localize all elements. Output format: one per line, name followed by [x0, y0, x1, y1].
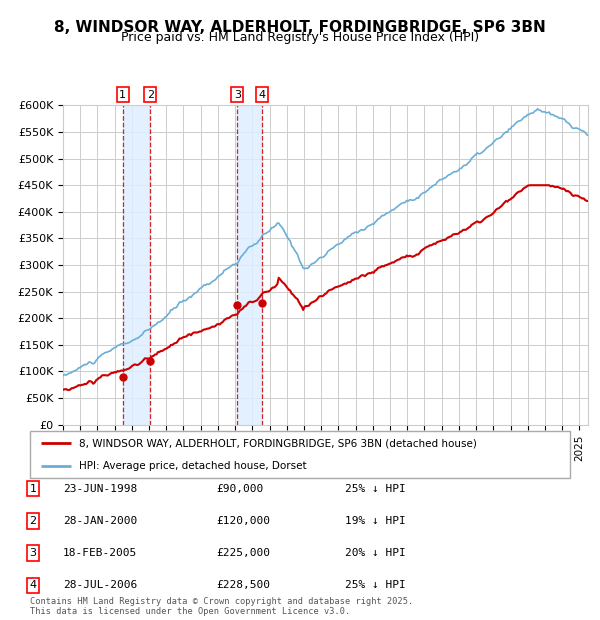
Text: 1: 1	[29, 484, 37, 494]
Text: 8, WINDSOR WAY, ALDERHOLT, FORDINGBRIDGE, SP6 3BN: 8, WINDSOR WAY, ALDERHOLT, FORDINGBRIDGE…	[54, 20, 546, 35]
Text: £120,000: £120,000	[216, 516, 270, 526]
Text: 3: 3	[234, 90, 241, 100]
Text: 28-JAN-2000: 28-JAN-2000	[63, 516, 137, 526]
Text: 2: 2	[29, 516, 37, 526]
Text: 1: 1	[119, 90, 126, 100]
Text: £225,000: £225,000	[216, 548, 270, 558]
Text: HPI: Average price, detached house, Dorset: HPI: Average price, detached house, Dors…	[79, 461, 307, 471]
Text: 4: 4	[259, 90, 266, 100]
Bar	[238, 105, 262, 425]
Text: Price paid vs. HM Land Registry's House Price Index (HPI): Price paid vs. HM Land Registry's House …	[121, 31, 479, 44]
Text: 25% ↓ HPI: 25% ↓ HPI	[345, 484, 406, 494]
Text: 28-JUL-2006: 28-JUL-2006	[63, 580, 137, 590]
Text: 4: 4	[29, 580, 37, 590]
Text: 2: 2	[147, 90, 154, 100]
Text: 25% ↓ HPI: 25% ↓ HPI	[345, 580, 406, 590]
Text: £90,000: £90,000	[216, 484, 263, 494]
Text: 19% ↓ HPI: 19% ↓ HPI	[345, 516, 406, 526]
Text: 18-FEB-2005: 18-FEB-2005	[63, 548, 137, 558]
Text: £228,500: £228,500	[216, 580, 270, 590]
Text: 8, WINDSOR WAY, ALDERHOLT, FORDINGBRIDGE, SP6 3BN (detached house): 8, WINDSOR WAY, ALDERHOLT, FORDINGBRIDGE…	[79, 438, 477, 448]
FancyBboxPatch shape	[30, 432, 570, 477]
Text: 20% ↓ HPI: 20% ↓ HPI	[345, 548, 406, 558]
Text: This data is licensed under the Open Government Licence v3.0.: This data is licensed under the Open Gov…	[30, 606, 350, 616]
Bar	[123, 105, 151, 425]
Text: Contains HM Land Registry data © Crown copyright and database right 2025.: Contains HM Land Registry data © Crown c…	[30, 597, 413, 606]
Text: 23-JUN-1998: 23-JUN-1998	[63, 484, 137, 494]
Text: 3: 3	[29, 548, 37, 558]
